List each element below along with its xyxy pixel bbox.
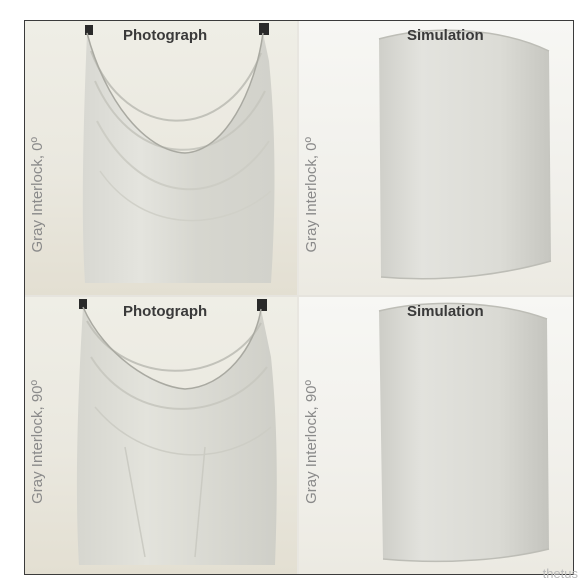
photograph-title: Photograph	[123, 27, 208, 44]
photograph-panel: Photograph Gray Interlock, 90º	[25, 297, 297, 574]
draped-fabric-photo-image	[76, 299, 277, 565]
watermark: thetus	[542, 566, 578, 581]
photo-row-label: Gray Interlock, 90º	[29, 380, 46, 504]
simulated-cloth-image	[378, 302, 550, 563]
photograph-title: Photograph	[123, 303, 208, 320]
sim-row-label: Gray Interlock, 90º	[303, 380, 320, 504]
row-gray-interlock-90: Photograph Gray Interlock, 90º Simulatio	[25, 297, 573, 574]
simulation-title: Simulation	[407, 303, 484, 320]
photograph-panel: Photograph Gray Interlock, 0º	[25, 21, 297, 295]
simulation-title: Simulation	[407, 27, 484, 44]
simulation-panel: Simulation Gray Interlock, 0º	[299, 21, 573, 295]
draped-fabric-photo-image	[82, 23, 275, 283]
figure-grid: Photograph Gray Interlock, 0º Simulation	[24, 20, 574, 575]
photo-row-label: Gray Interlock, 0º	[29, 137, 46, 253]
simulated-cloth-image	[378, 29, 552, 280]
vertical-divider	[297, 21, 299, 295]
simulation-panel: Simulation Gray Interlock, 90º	[299, 297, 573, 574]
horizontal-divider	[25, 295, 573, 297]
vertical-divider	[297, 297, 299, 574]
sim-row-label: Gray Interlock, 0º	[303, 137, 320, 253]
row-gray-interlock-0: Photograph Gray Interlock, 0º Simulation	[25, 21, 573, 295]
